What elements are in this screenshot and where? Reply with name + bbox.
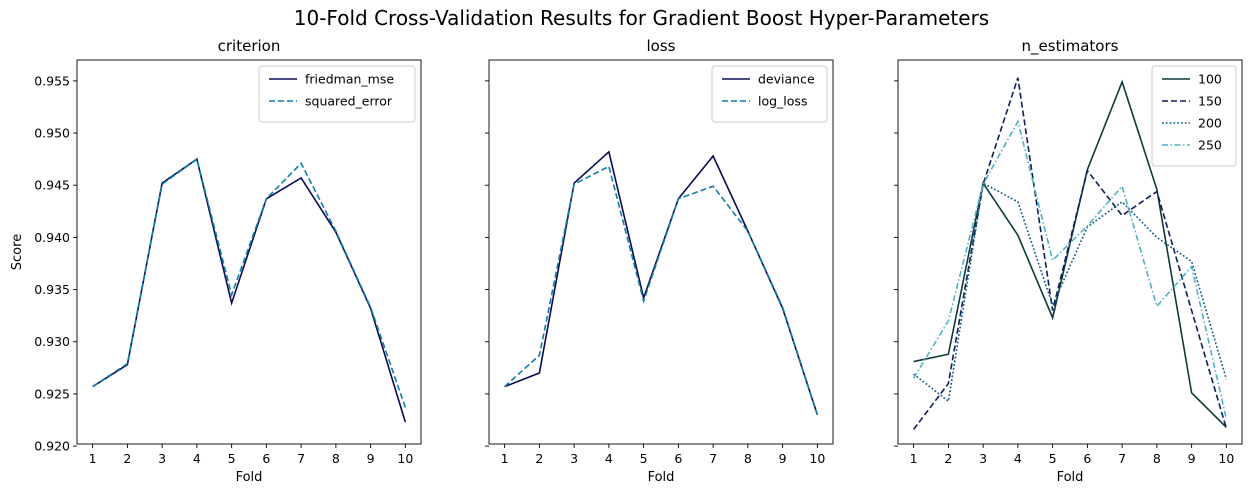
x-tick-label: 10 [809,451,825,466]
series-line-deviance [504,150,819,416]
figure-title: 10-Fold Cross-Validation Results for Gra… [293,6,990,30]
x-tick-label: 7 [709,451,717,466]
legend-entry: friedman_mse [305,72,394,87]
legend: 100 150 200 250 [1151,65,1237,167]
x-tick-label: 3 [158,451,166,466]
legend: friedman_mse squared_error [258,65,416,123]
x-tick-label: 4 [193,451,201,466]
legend-entry: 250 [1198,138,1222,153]
y-tick-label: 0.920 [34,439,70,454]
series-line-squared_error [92,157,407,408]
x-tick-label: 6 [262,451,270,466]
x-tick-label: 8 [1153,451,1161,466]
y-axis-label: Score [10,234,25,270]
x-tick-label: 5 [228,451,236,466]
x-tick-label: 5 [1049,451,1057,466]
y-tick-label: 0.950 [34,126,70,141]
x-tick-label: 4 [605,451,613,466]
y-tick-label: 0.925 [34,386,70,401]
x-tick-label: 6 [1083,451,1091,466]
x-axis-label: Fold [1057,470,1084,485]
x-tick-label: 10 [397,451,413,466]
panel-title: loss [647,37,676,55]
x-tick-label: 9 [779,451,787,466]
y-tick-label: 0.945 [34,178,70,193]
legend: deviance log_loss [711,65,828,123]
legend-entry: squared_error [305,94,393,109]
y-tick-label: 0.930 [34,334,70,349]
legend-entry: 100 [1198,72,1222,87]
series-line-200 [913,181,1228,403]
y-tick-label: 0.940 [34,230,70,245]
legend-entry: 200 [1198,116,1222,131]
x-tick-label: 3 [570,451,578,466]
x-tick-label: 8 [332,451,340,466]
x-tick-label: 9 [1188,451,1196,466]
x-tick-label: 2 [535,451,543,466]
panel-title: criterion [218,37,281,55]
x-tick-label: 2 [123,451,131,466]
legend-box [258,65,416,123]
series-line-250 [912,119,1228,420]
x-tick-label: 10 [1218,451,1234,466]
x-tick-label: 7 [1118,451,1126,466]
legend-box [711,65,828,123]
series-line-friedman_mse [92,157,407,423]
series-line-log_loss [504,165,819,416]
x-tick-label: 7 [297,451,305,466]
x-tick-label: 1 [910,451,918,466]
legend-box [1151,65,1237,167]
x-tick-label: 1 [501,451,509,466]
x-tick-label: 5 [640,451,648,466]
panel-2: 1 2 3 4 5 6 7 8 9 10 n_estimators Fold 100 150 200 250 [894,37,1243,485]
x-tick-label: 9 [367,451,375,466]
x-tick-label: 4 [1014,451,1022,466]
x-tick-label: 3 [979,451,987,466]
plot-frame [488,59,834,445]
x-axis-label: Fold [236,470,263,485]
x-tick-label: 2 [944,451,952,466]
legend-entry: 150 [1198,94,1222,109]
x-tick-label: 8 [744,451,752,466]
x-tick-label: 6 [674,451,682,466]
panel-title: n_estimators [1022,37,1119,56]
x-tick-label: 1 [89,451,97,466]
legend-entry: log_loss [758,94,807,109]
plot-frame [897,59,1243,445]
panel-0: 1 2 3 4 5 6 7 8 9 10 0.920 0.925 0.930 0.935 0.940 0.94… [10,37,422,485]
series-line-150 [913,77,1228,430]
y-tick-label: 0.955 [34,73,70,88]
y-tick-label: 0.935 [34,282,70,297]
plot-frame [76,59,422,445]
x-axis-label: Fold [648,470,675,485]
legend-entry: deviance [758,72,815,87]
panel-1: 1 2 3 4 5 6 7 8 9 10 loss Fold deviance log_loss [485,37,834,485]
